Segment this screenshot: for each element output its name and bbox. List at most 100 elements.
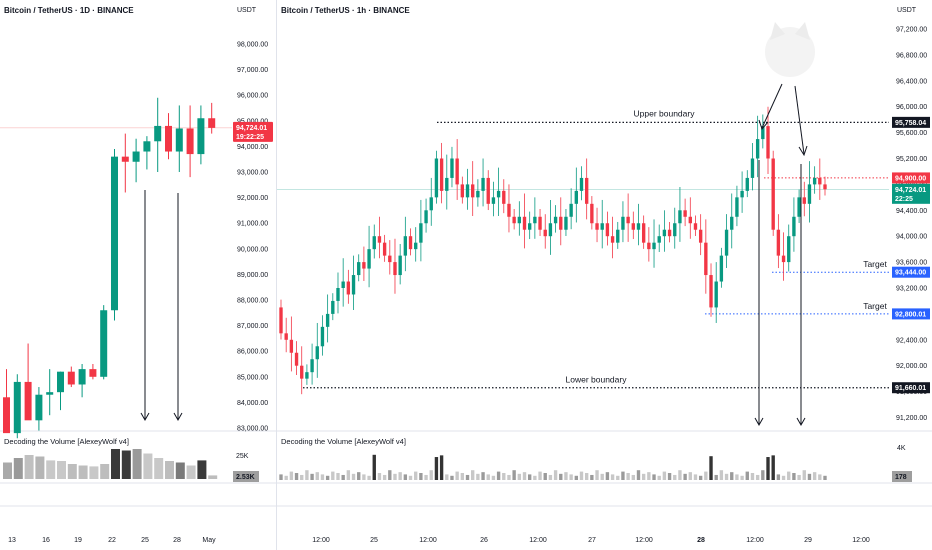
- hourly-candle-body: [486, 177, 490, 204]
- hourly-chart-pane[interactable]: 97,200.00 96,800.00 96,400.00 96,000.00 95,6…: [277, 0, 932, 550]
- hourly-candle-body: [455, 158, 459, 185]
- hourly-volume-bar: [797, 474, 801, 480]
- hourly-volume-bar: [818, 474, 822, 480]
- hourly-volume-bar: [403, 474, 408, 480]
- daily-volume-tag-bg: [233, 471, 259, 482]
- daily-candle-body: [3, 397, 10, 434]
- hourly-candle-body: [730, 216, 734, 230]
- hourly-volume-bar: [755, 474, 760, 480]
- hourly-volume-bar: [429, 470, 433, 480]
- upper-boundary-price-tag-value: 95,758.04: [895, 120, 926, 127]
- hourly-candle-body: [807, 184, 812, 204]
- hourly-candle-body: [673, 223, 677, 237]
- daily-volume-bar: [197, 460, 207, 479]
- hourly-volume-bar: [367, 475, 371, 480]
- hourly-volume-bar: [714, 474, 718, 480]
- hourly-volume-bar: [481, 472, 485, 480]
- hourly-candle-body: [605, 223, 610, 237]
- daily-volume-bar: [111, 449, 120, 479]
- hourly-candle-body: [279, 307, 283, 334]
- hourly-volume-bar: [346, 470, 351, 480]
- hourly-current-price-tag-value: 94,724.01: [895, 187, 926, 194]
- daily-chart-pane[interactable]: 98,000.00 97,000.00 96,000.00 95,000.00 94,0…: [0, 0, 277, 550]
- hourly-volume-bar: [735, 474, 739, 480]
- hourly-candle-body: [507, 203, 511, 217]
- daily-y-tick-label: 91,000.00: [237, 221, 268, 228]
- hourly-volume-bar: [357, 472, 361, 480]
- hourly-volume-bar: [662, 471, 667, 480]
- hourly-candle-body: [714, 281, 718, 308]
- hourly-candle-body: [336, 288, 340, 301]
- daily-chart-title: Bitcoin / TetherUS · 1D · BINANCE: [4, 6, 134, 15]
- hourly-candle-body: [362, 262, 366, 269]
- daily-x-tick-label: 25: [141, 537, 149, 544]
- hourly-y-tick-label: 96,800.00: [896, 52, 927, 59]
- daily-x-tick-label: 22: [108, 537, 116, 544]
- daily-x-tick-label: 19: [74, 537, 82, 544]
- hourly-candle-body: [735, 197, 739, 217]
- hourly-volume-indicator-label[interactable]: Decoding the Volume [AlexeyWolf v4]: [281, 437, 406, 446]
- hourly-volume-bar: [476, 473, 480, 480]
- hourly-volume-bar: [439, 455, 444, 480]
- hourly-chart-canvas[interactable]: 97,200.00 96,800.00 96,400.00 96,000.00 95,6…: [277, 0, 932, 550]
- daily-volume-bar: [57, 461, 66, 479]
- daily-volume-indicator-label[interactable]: Decoding the Volume [AlexeyWolf v4]: [4, 437, 129, 446]
- hourly-volume-bar: [507, 474, 511, 480]
- logo-arrow-1-shaft: [761, 83, 783, 129]
- hourly-candle-body: [403, 236, 408, 256]
- hourly-current-price-tag-countdown: 22:25: [895, 196, 913, 203]
- hourly-volume-bar: [533, 475, 537, 480]
- hourly-chart-title: Bitcoin / TetherUS · 1h · BINANCE: [281, 6, 410, 15]
- hourly-candle-body: [382, 242, 387, 256]
- daily-volume-bar: [46, 460, 56, 479]
- hourly-down-arrow-head: [754, 417, 764, 427]
- daily-volume-tag-value: 2.53K: [236, 474, 255, 481]
- hourly-volume-bar: [553, 470, 558, 480]
- hourly-candle-body: [745, 177, 749, 191]
- hourly-volume-bar: [465, 474, 470, 480]
- daily-volume-bar: [121, 450, 131, 479]
- hourly-y-tick-label: 94,000.00: [896, 234, 927, 241]
- hourly-current-price-tag-bg: [892, 183, 930, 204]
- hourly-candle-body: [393, 262, 397, 276]
- hourly-candle-body: [559, 216, 563, 230]
- hourly-candle-body: [688, 216, 692, 224]
- hourly-candle-body: [465, 184, 470, 198]
- hourly-candle-body: [787, 236, 791, 263]
- daily-y-tick-label: 88,000.00: [237, 298, 268, 305]
- daily-candle-body: [121, 156, 129, 162]
- hourly-candle-body: [289, 339, 294, 353]
- hourly-volume-bar: [704, 471, 708, 480]
- hourly-volume-bar: [393, 473, 397, 480]
- hourly-candle-body: [776, 229, 781, 256]
- hourly-volume-bar: [693, 474, 698, 480]
- daily-chart-canvas[interactable]: 98,000.00 97,000.00 96,000.00 95,000.00 94,0…: [0, 0, 276, 550]
- hourly-volume-bar: [517, 473, 522, 480]
- hourly-x-tick-label: 27: [588, 537, 596, 544]
- daily-volume-bar: [132, 449, 142, 479]
- target-1-price-tag-bg: [892, 266, 930, 278]
- hourly-x-tick-label: 12:00: [746, 537, 764, 544]
- hourly-volume-bar: [559, 473, 563, 480]
- shiba-dog-logo-icon: [765, 22, 815, 77]
- daily-y-tick-label: 87,000.00: [237, 323, 268, 330]
- hourly-volume-bar: [802, 470, 806, 480]
- hourly-volume-bar: [419, 473, 423, 480]
- hourly-candle-body: [305, 372, 309, 379]
- hourly-candle-body: [553, 216, 558, 224]
- hourly-volume-bar: [740, 475, 744, 480]
- daily-down-arrow-head: [173, 412, 183, 422]
- hourly-candle-body: [616, 229, 620, 243]
- hourly-volume-bar: [807, 473, 812, 480]
- hourly-volume-bar: [414, 471, 418, 480]
- hourly-y-tick-label: 94,400.00: [896, 208, 927, 215]
- hourly-candle-body: [647, 242, 651, 250]
- daily-price-tag-countdown: 19:22:25: [236, 134, 264, 141]
- hourly-volume-bar: [300, 474, 304, 480]
- hourly-candle-body: [320, 326, 325, 347]
- hourly-candle-body: [398, 255, 402, 276]
- hourly-x-tick-label: 29: [804, 537, 812, 544]
- daily-volume-bar: [165, 461, 174, 479]
- hourly-volume-bar: [610, 474, 615, 480]
- hourly-x-tick-label: 12:00: [635, 537, 653, 544]
